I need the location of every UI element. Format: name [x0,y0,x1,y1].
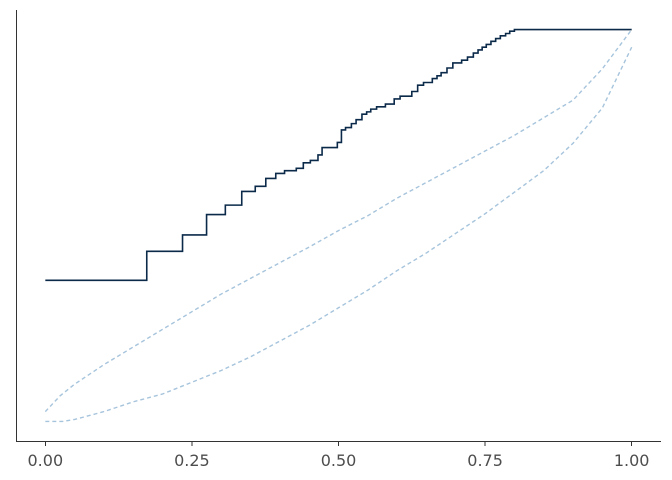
x-tick-label: 1.00 [614,451,650,470]
axis-layer [16,10,661,442]
x-tick-label: 0.25 [174,451,210,470]
x-tick-label: 0.50 [321,451,357,470]
band-line-2 [45,46,633,423]
x-tick-label: 0.75 [467,451,503,470]
x-tick-layer: 0.00 0.25 0.50 0.75 1.00 [28,441,650,470]
series-layer [44,28,633,423]
x-tick-label: 0.00 [28,451,64,470]
band-line-1 [44,29,633,413]
step-line [45,28,632,282]
